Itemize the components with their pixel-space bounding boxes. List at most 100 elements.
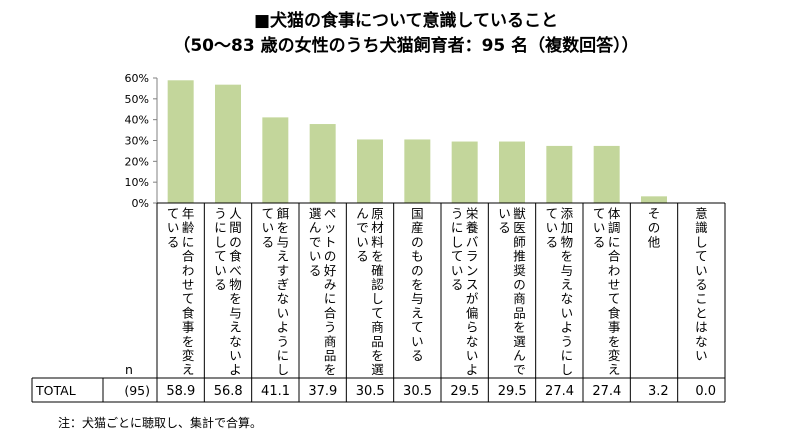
x-tick-label-char: な <box>277 291 290 306</box>
x-tick-label-char: な <box>466 334 479 349</box>
x-tick-label-char: い <box>277 305 290 320</box>
x-tick-label-char: 原 <box>371 206 384 221</box>
x-tick-label-char: よ <box>229 362 242 377</box>
x-tick-label-char: に <box>608 234 621 249</box>
x-tick-label-char: て <box>167 206 180 221</box>
x-tick-label-char: な <box>561 291 574 306</box>
x-tick-label-char: 物 <box>229 277 242 292</box>
x-tick-label-char: に <box>324 291 337 306</box>
x-tick-label-char: 国 <box>411 206 424 221</box>
x-tick-label-char: る <box>546 234 559 249</box>
x-tick-label-char: て <box>451 249 464 264</box>
x-tick-label-char: 食 <box>182 305 195 320</box>
x-tick-label-char: い <box>561 305 574 320</box>
x-tick-label-char: え <box>229 320 242 335</box>
x-tick-label-char: こ <box>695 291 708 306</box>
x-tick-label-char: 意 <box>695 206 708 221</box>
bar <box>167 80 194 203</box>
bar <box>593 145 620 203</box>
bar <box>404 139 431 203</box>
x-tick-label-char: る <box>167 234 180 249</box>
x-tick-label-char: 栄 <box>466 206 479 221</box>
x-tick-label-char: え <box>411 305 424 320</box>
x-tick-label-char: ト <box>324 234 337 249</box>
x-tick-label-char: 与 <box>561 263 574 278</box>
x-tick-label-char: る <box>498 220 511 235</box>
x-tick-label-char: と <box>695 305 708 320</box>
x-tick-label-char: の <box>229 234 242 249</box>
x-tick-label-char: み <box>324 277 337 292</box>
x-tick-label-char: 食 <box>229 249 242 264</box>
x-tick-label-char: で <box>309 234 322 249</box>
x-tick-label-char: 事 <box>608 320 621 335</box>
x-tick-label-char: 医 <box>513 220 526 235</box>
x-tick-label-char: い <box>451 263 464 278</box>
x-tick-label-char: 変 <box>608 348 621 363</box>
x-tick-label-char: 年 <box>182 206 195 221</box>
x-tick-label-char: に <box>214 220 227 235</box>
x-tick-label-char: 奨 <box>513 263 526 278</box>
bar <box>309 124 336 203</box>
bar <box>357 139 383 203</box>
x-tick-label-char: バ <box>466 234 479 249</box>
x-tick-label-char: い <box>214 263 227 278</box>
x-tick-label-char: 品 <box>324 348 337 363</box>
x-tick-label-char: を <box>513 320 526 335</box>
x-tick-label-char: え <box>277 249 290 264</box>
x-tick-label-char: ん <box>309 220 322 235</box>
x-tick-label-char: て <box>182 291 195 306</box>
x-tick-label-char: が <box>466 291 479 306</box>
x-tick-label-char: を <box>608 334 621 349</box>
x-tick-label-char: て <box>593 206 606 221</box>
x-tick-label-char: し <box>371 291 384 306</box>
x-tick-label-char: 商 <box>513 291 526 306</box>
x-tick-label-char: 与 <box>277 234 290 249</box>
x-tick-label-char: し <box>695 234 708 249</box>
x-tick-label-char: 師 <box>513 234 526 249</box>
x-tick-label-char: 好 <box>324 263 337 278</box>
n-header-label: n <box>125 362 133 377</box>
x-tick-label-char: い <box>167 220 180 235</box>
x-tick-label-char: 与 <box>411 291 424 306</box>
data-label: 29.5 <box>498 384 527 399</box>
x-tick-label-char: ん <box>356 206 369 221</box>
x-tick-label-char: 選 <box>309 206 322 221</box>
y-tick-label: 40% <box>125 114 149 127</box>
x-tick-label-char: 料 <box>371 234 384 249</box>
bar <box>262 117 289 203</box>
x-tick-label-char: し <box>277 362 290 377</box>
y-tick-label: 50% <box>125 93 149 106</box>
data-label: 3.2 <box>648 384 669 399</box>
x-tick-label-char: そ <box>648 206 661 221</box>
bar <box>451 141 478 203</box>
x-tick-label-char: よ <box>561 320 574 335</box>
x-tick-label-char: 産 <box>411 220 424 235</box>
x-tick-label-char: い <box>546 220 559 235</box>
x-tick-label-char: の <box>411 234 424 249</box>
x-tick-label-char: て <box>608 291 621 306</box>
x-tick-label-char: を <box>561 249 574 264</box>
data-label: 27.4 <box>592 384 621 399</box>
bar <box>546 145 573 203</box>
x-tick-label-char: 合 <box>608 249 621 264</box>
x-tick-label-char: 与 <box>229 305 242 320</box>
x-tick-label-char: え <box>608 362 621 377</box>
x-tick-label-char: 餌 <box>277 206 290 221</box>
x-tick-label-char: を <box>229 291 242 306</box>
x-tick-label-char: 獣 <box>513 206 526 221</box>
data-label: 0.0 <box>695 384 716 399</box>
x-tick-label-char: の <box>324 249 337 264</box>
x-tick-label-char: ら <box>466 320 479 335</box>
x-tick-label-char: を <box>371 249 384 264</box>
x-tick-label-char: て <box>262 206 275 221</box>
x-tick-label-char: て <box>695 249 708 264</box>
x-tick-label-char: せ <box>182 277 195 292</box>
x-tick-label-char: 選 <box>371 362 384 377</box>
x-tick-label-char: え <box>561 277 574 292</box>
x-tick-label-char: 他 <box>648 234 661 249</box>
x-tick-label-char: 確 <box>371 263 384 278</box>
x-tick-label-char: べ <box>229 263 242 278</box>
